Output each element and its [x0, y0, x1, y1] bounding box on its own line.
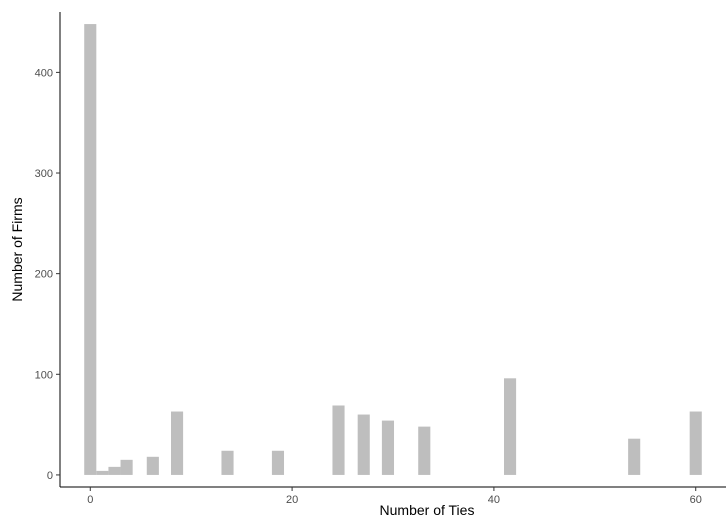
bar: [108, 466, 121, 475]
y-tick-label: 100: [35, 369, 53, 381]
bar: [418, 426, 431, 475]
x-tick-label: 40: [488, 494, 500, 506]
y-tick-label: 400: [35, 67, 53, 79]
bar: [689, 411, 702, 475]
x-tick-label: 20: [286, 494, 298, 506]
x-tick-label: 0: [87, 494, 93, 506]
bar: [84, 24, 97, 475]
bar: [120, 459, 133, 475]
bar: [332, 405, 345, 475]
y-axis-ticks: 0 100 200 300 400: [35, 67, 60, 482]
x-tick-label: 60: [690, 494, 702, 506]
bars: [84, 24, 702, 475]
y-tick-label: 300: [35, 168, 53, 180]
bar: [357, 414, 370, 475]
bar: [221, 450, 234, 475]
bar: [504, 378, 517, 475]
bar: [146, 456, 159, 475]
y-tick-label: 0: [47, 470, 53, 482]
x-axis-title: Number of Ties: [380, 502, 475, 518]
bar: [96, 470, 109, 475]
x-axis-ticks: 0 20 40 60: [87, 487, 702, 506]
bar: [628, 438, 641, 475]
y-axis-title: Number of Firms: [9, 197, 25, 301]
bar: [171, 411, 184, 475]
y-tick-label: 200: [35, 269, 53, 281]
bar: [381, 420, 395, 475]
bar: [271, 450, 285, 475]
